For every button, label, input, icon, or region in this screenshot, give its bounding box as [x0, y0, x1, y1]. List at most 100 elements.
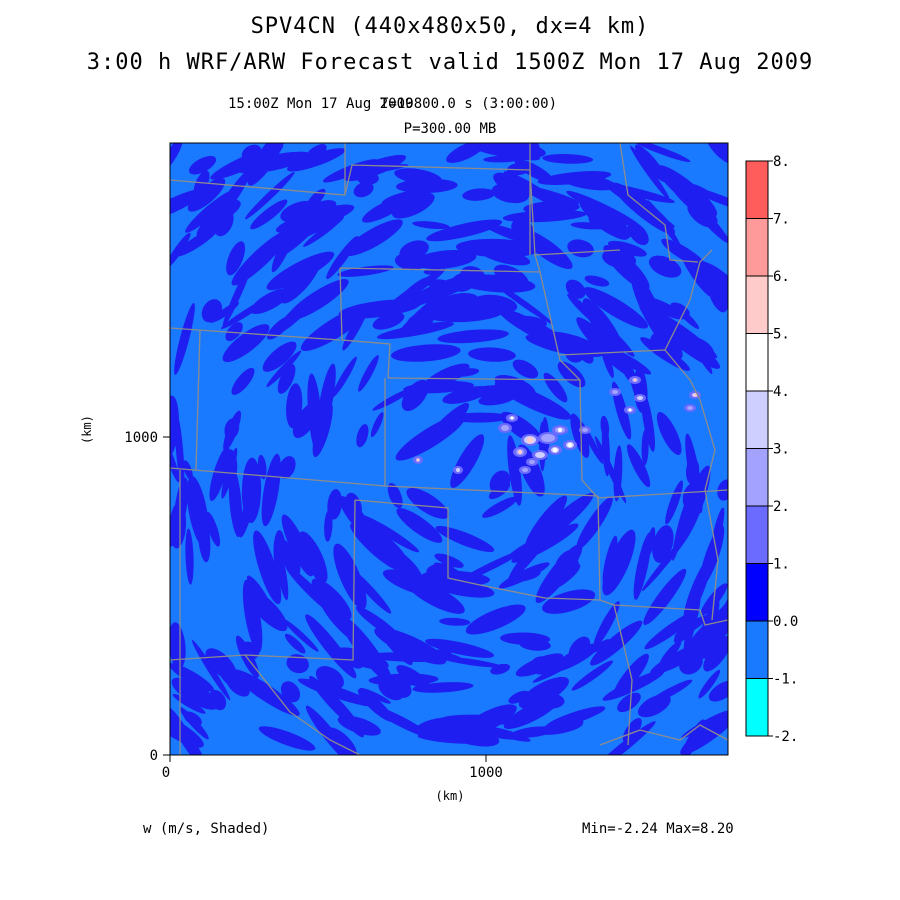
updraft-band — [584, 275, 610, 287]
colorbar-label: 0.0 — [773, 614, 798, 630]
updraft-band — [455, 238, 540, 258]
updraft-band — [490, 663, 511, 675]
updraft-band — [392, 192, 435, 219]
cell-peak — [416, 458, 420, 462]
colorbar-swatch — [745, 218, 769, 277]
updraft-band — [305, 614, 357, 679]
colorbar-label: -2. — [773, 729, 798, 745]
updraft-band — [641, 429, 649, 466]
updraft-band — [172, 693, 206, 714]
updraft-band — [356, 606, 402, 641]
updraft-band — [566, 190, 642, 229]
updraft-band — [500, 632, 551, 645]
colorbar-swatch — [745, 390, 769, 449]
updraft-band — [396, 280, 471, 311]
updraft-band — [506, 162, 532, 176]
updraft-band — [356, 424, 369, 448]
cell-core — [456, 468, 460, 472]
updraft-band — [481, 726, 531, 742]
updraft-band — [326, 727, 357, 755]
cell-core — [541, 434, 555, 442]
updraft-band — [382, 545, 423, 582]
updraft-band — [391, 344, 461, 362]
colorbar-swatch — [745, 160, 769, 219]
updraft-band — [191, 640, 231, 701]
updraft-band — [170, 705, 204, 755]
updraft-band — [283, 619, 319, 652]
updraft-band — [591, 639, 611, 653]
updraft-band — [637, 694, 671, 718]
updraft-band — [261, 453, 281, 527]
updraft-band — [246, 575, 273, 613]
updraft-band — [387, 482, 403, 509]
updraft-band — [613, 445, 623, 502]
updraft-band — [489, 470, 511, 495]
updraft-band — [425, 638, 495, 658]
updraft-band — [262, 341, 297, 372]
field-statistics: Min=-2.24 Max=8.20 — [582, 821, 734, 837]
updraft-band — [630, 145, 670, 201]
updraft-band — [353, 181, 374, 198]
updraft-band — [450, 434, 485, 488]
valid-time-label: 15:00Z Mon 17 Aug 2009 — [228, 96, 414, 112]
updraft-band — [222, 257, 254, 328]
updraft-band — [648, 255, 682, 278]
updraft-band — [707, 275, 728, 313]
updraft-band — [437, 329, 509, 344]
convective-cells — [413, 376, 701, 474]
cell-peak — [628, 408, 632, 412]
updraft-band — [426, 293, 479, 317]
updraft-band — [287, 279, 349, 321]
updraft-band — [493, 172, 527, 195]
updraft-band — [576, 496, 613, 550]
updraft-band — [339, 496, 373, 538]
updraft-band — [345, 565, 392, 614]
updraft-band — [612, 381, 632, 440]
updraft-band — [210, 144, 284, 180]
updraft-band — [394, 252, 426, 271]
updraft-band — [294, 200, 337, 225]
updraft-band — [617, 692, 641, 713]
updraft-band — [257, 454, 267, 480]
updraft-band — [452, 368, 480, 377]
updraft-band — [643, 568, 687, 626]
updraft-band — [331, 356, 357, 398]
colorbar-label: 5. — [773, 327, 790, 343]
colorbar-label: -1. — [773, 672, 798, 688]
updraft-band — [253, 530, 282, 605]
updraft-band — [687, 594, 728, 647]
updraft-band — [339, 615, 392, 683]
updraft-band — [517, 444, 545, 497]
updraft-band — [682, 483, 699, 509]
updraft-band — [656, 165, 718, 217]
updraft-band — [174, 302, 195, 375]
updraft-band — [687, 186, 728, 214]
updraft-band — [571, 660, 614, 691]
updraft-band — [186, 476, 209, 547]
updraft-band — [424, 649, 452, 660]
axis-ticks — [163, 436, 487, 762]
updraft-band — [396, 508, 443, 543]
colorbar-swatch — [745, 563, 769, 622]
updraft-band — [170, 143, 183, 171]
updraft-band — [593, 601, 620, 648]
updraft-band — [518, 676, 569, 709]
updraft-band — [681, 710, 728, 738]
updraft-band — [396, 178, 458, 194]
pressure-level-label: P=300.00 MB — [403, 121, 497, 137]
updraft-band — [583, 287, 649, 329]
x-axis-label: (km) — [435, 789, 465, 803]
updraft-band — [179, 707, 209, 740]
updraft-band — [541, 563, 581, 593]
x-tick-1000: 1000 — [469, 765, 503, 781]
updraft-band — [591, 721, 656, 755]
updraft-band — [627, 222, 649, 246]
updraft-band — [280, 681, 301, 703]
updraft-band — [435, 525, 495, 553]
updraft-band — [576, 317, 635, 378]
updraft-band — [298, 531, 328, 583]
updraft-band — [412, 221, 450, 230]
updraft-band — [394, 277, 427, 306]
updraft-band — [205, 511, 221, 547]
colorbar-label: 3. — [773, 442, 790, 458]
